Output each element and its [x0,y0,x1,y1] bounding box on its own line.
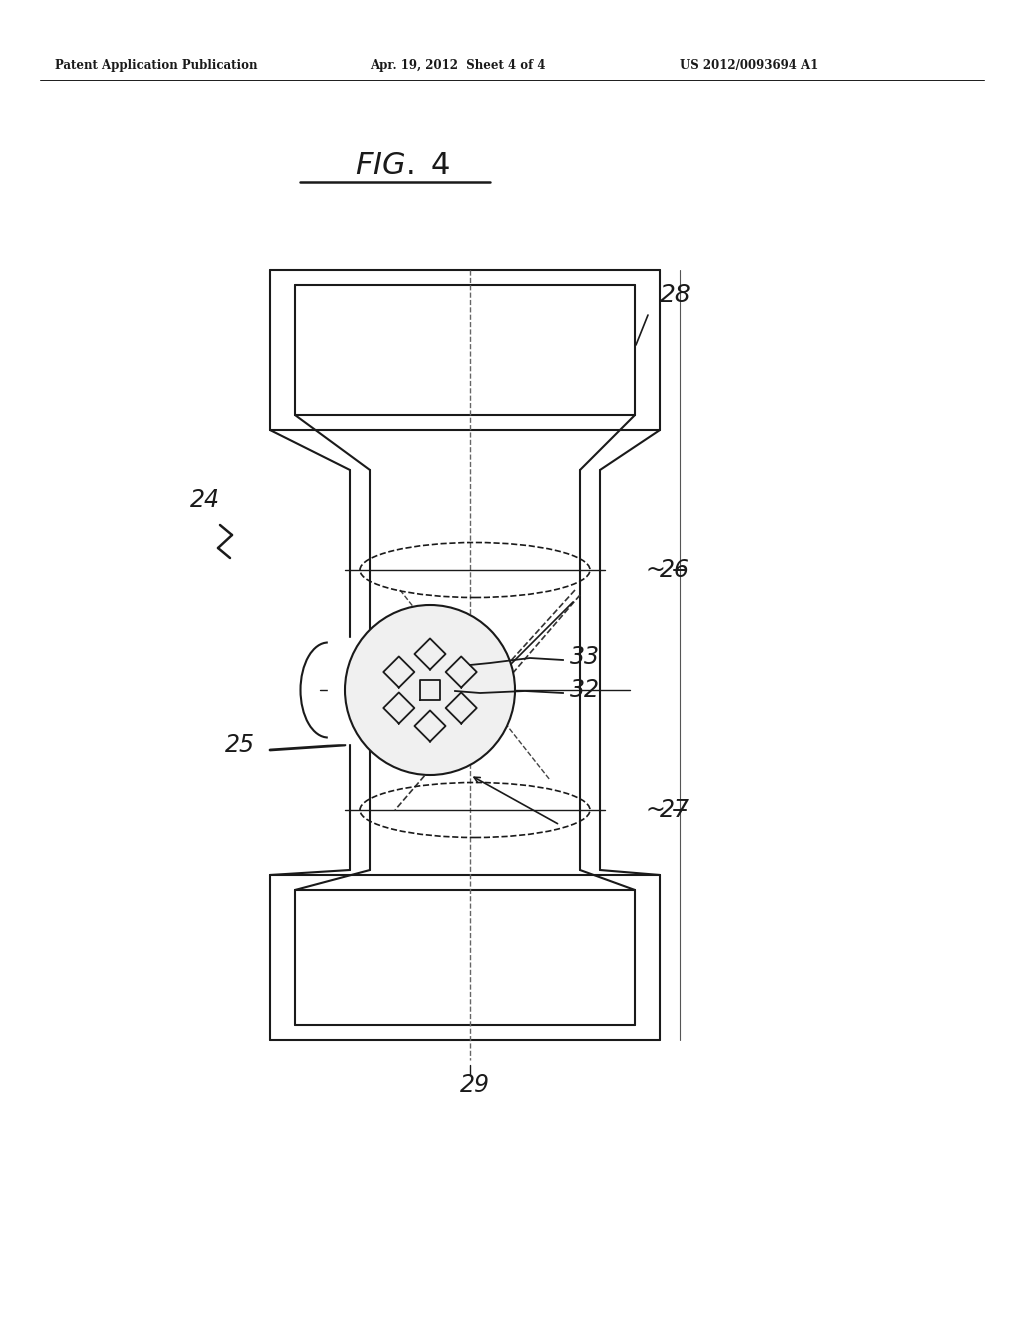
Text: 25: 25 [225,733,255,756]
Text: Apr. 19, 2012  Sheet 4 of 4: Apr. 19, 2012 Sheet 4 of 4 [370,58,546,71]
Circle shape [345,605,515,775]
Text: 33: 33 [570,645,600,669]
Text: 27: 27 [660,799,690,822]
Text: ~: ~ [645,558,665,582]
Text: ~: ~ [645,799,665,822]
Text: Patent Application Publication: Patent Application Publication [55,58,257,71]
Text: 26: 26 [660,558,690,582]
Bar [328,638,360,742]
Text: 29: 29 [460,1073,490,1097]
Text: 24: 24 [190,488,220,512]
Text: 28: 28 [660,282,692,308]
Text: $\mathit{FIG.\ 4}$: $\mathit{FIG.\ 4}$ [355,150,451,180]
Text: 32: 32 [570,678,600,702]
Text: US 2012/0093694 A1: US 2012/0093694 A1 [680,58,818,71]
